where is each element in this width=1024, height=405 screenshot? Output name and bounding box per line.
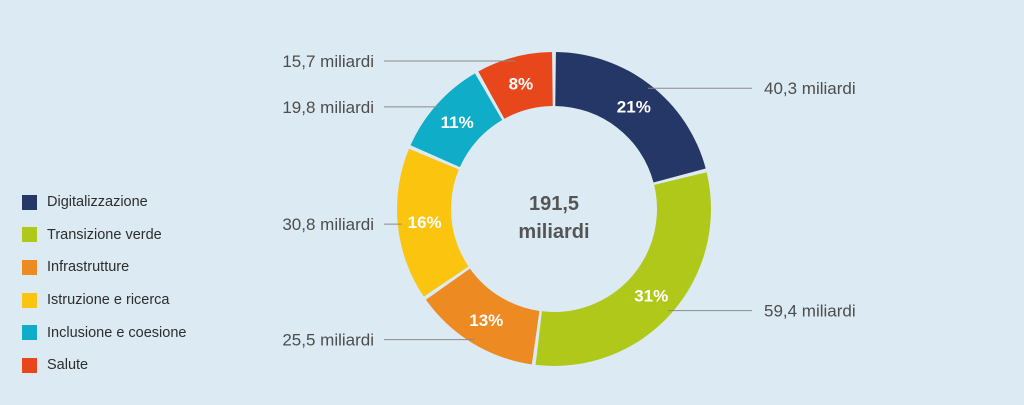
legend-label: Transizione verde bbox=[47, 226, 162, 243]
slice-digitalizzazione bbox=[555, 52, 706, 183]
percent-label-inclusione-e-coesione: 11% bbox=[441, 113, 474, 132]
legend-item-digitalizzazione: Digitalizzazione bbox=[22, 186, 186, 219]
legend-swatch bbox=[22, 292, 37, 308]
percent-label-digitalizzazione: 21% bbox=[617, 97, 651, 116]
slice-transizione-verde bbox=[535, 172, 711, 366]
legend-swatch bbox=[22, 227, 37, 243]
percent-label-salute: 8% bbox=[509, 74, 534, 93]
value-label-infrastrutture: 25,5 miliardi bbox=[282, 331, 374, 350]
legend-item-inclusione-e-coesione: Inclusione e coesione bbox=[22, 316, 186, 349]
value-label-inclusione-e-coesione: 19,8 miliardi bbox=[282, 98, 374, 117]
total-unit: miliardi bbox=[518, 221, 589, 243]
legend-label: Infrastrutture bbox=[47, 259, 130, 276]
slice-inclusione-e-coesione bbox=[410, 73, 503, 168]
legend-swatch bbox=[22, 194, 37, 210]
legend-item-infrastrutture: Infrastrutture bbox=[22, 251, 186, 284]
slices-group bbox=[397, 52, 711, 366]
legend: Digitalizzazione Transizione verde Infrast… bbox=[22, 186, 186, 382]
legend-label: Salute bbox=[47, 357, 89, 374]
percent-label-infrastrutture: 13% bbox=[469, 311, 503, 330]
legend-swatch bbox=[22, 325, 37, 341]
total-value: 191,5 bbox=[529, 193, 579, 215]
legend-label: Inclusione e coesione bbox=[47, 324, 187, 341]
legend-item-salute: Salute bbox=[22, 349, 186, 382]
value-label-salute: 15,7 miliardi bbox=[282, 52, 374, 71]
legend-item-istruzione-e-ricerca: Istruzione e ricerca bbox=[22, 284, 186, 317]
value-label-istruzione-e-ricerca: 30,8 miliardi bbox=[282, 215, 374, 234]
slice-salute bbox=[478, 52, 553, 119]
percent-label-transizione-verde: 31% bbox=[634, 286, 668, 305]
slice-istruzione-e-ricerca bbox=[397, 148, 469, 297]
legend-label: Istruzione e ricerca bbox=[47, 292, 170, 309]
legend-label: Digitalizzazione bbox=[47, 194, 148, 211]
value-label-digitalizzazione: 40,3 miliardi bbox=[764, 79, 856, 98]
legend-item-transizione-verde: Transizione verde bbox=[22, 219, 186, 252]
legend-swatch bbox=[22, 357, 37, 373]
legend-swatch bbox=[22, 259, 37, 275]
value-label-transizione-verde: 59,4 miliardi bbox=[764, 302, 856, 321]
slice-infrastrutture bbox=[425, 268, 540, 365]
percent-label-istruzione-e-ricerca: 16% bbox=[408, 213, 442, 232]
leader-lines-group bbox=[384, 60, 752, 341]
labels-group: 21% 40,3 miliardi 31% 59,4 miliardi 13% 25,5 … bbox=[282, 52, 855, 350]
